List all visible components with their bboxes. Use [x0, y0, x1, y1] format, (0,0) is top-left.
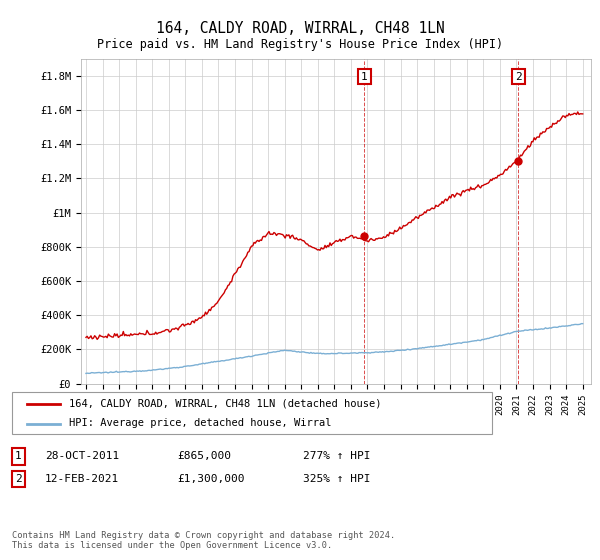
Text: Contains HM Land Registry data © Crown copyright and database right 2024.
This d: Contains HM Land Registry data © Crown c…: [12, 530, 395, 550]
Text: 277% ↑ HPI: 277% ↑ HPI: [303, 451, 371, 461]
Text: 28-OCT-2011: 28-OCT-2011: [45, 451, 119, 461]
Text: £1,300,000: £1,300,000: [177, 474, 245, 484]
Text: 1: 1: [361, 72, 368, 82]
Text: Price paid vs. HM Land Registry's House Price Index (HPI): Price paid vs. HM Land Registry's House …: [97, 38, 503, 51]
Text: 325% ↑ HPI: 325% ↑ HPI: [303, 474, 371, 484]
Text: HPI: Average price, detached house, Wirral: HPI: Average price, detached house, Wirr…: [69, 418, 331, 428]
Text: 2: 2: [515, 72, 522, 82]
Text: 164, CALDY ROAD, WIRRAL, CH48 1LN (detached house): 164, CALDY ROAD, WIRRAL, CH48 1LN (detac…: [69, 399, 382, 409]
Text: 2: 2: [15, 474, 22, 484]
Text: 1: 1: [15, 451, 22, 461]
Text: 164, CALDY ROAD, WIRRAL, CH48 1LN: 164, CALDY ROAD, WIRRAL, CH48 1LN: [155, 21, 445, 36]
Text: £865,000: £865,000: [177, 451, 231, 461]
Text: 12-FEB-2021: 12-FEB-2021: [45, 474, 119, 484]
